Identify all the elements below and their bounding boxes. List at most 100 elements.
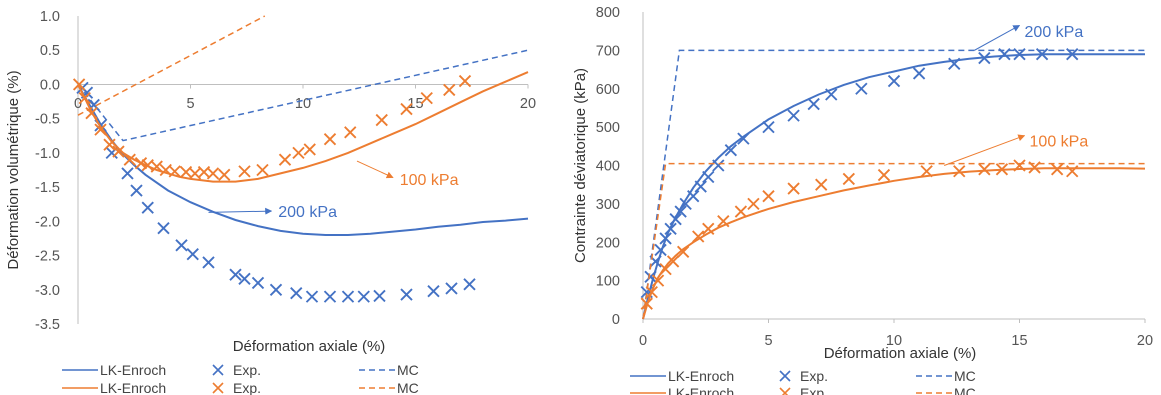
legend-item: MC — [916, 385, 976, 395]
annotation-arrow — [944, 136, 1024, 166]
data-point-orange — [1052, 164, 1063, 175]
legend-item: MC — [359, 362, 419, 378]
data-point-blue — [131, 185, 142, 196]
data-point-blue — [808, 99, 819, 110]
y-tick-label: -2.5 — [35, 249, 60, 265]
model-line-orange — [78, 72, 528, 182]
data-point-orange — [325, 134, 336, 145]
x-axis-title: Déformation axiale (%) — [824, 345, 977, 362]
data-point-blue — [889, 76, 900, 87]
annotation-arrow — [357, 161, 393, 177]
data-point-orange — [816, 179, 827, 190]
y-tick-label: 1.0 — [40, 9, 60, 25]
data-point-blue — [446, 283, 457, 294]
data-point-blue — [176, 240, 187, 251]
legend-label: Exp. — [800, 368, 828, 384]
y-tick-label: 0.5 — [40, 43, 60, 59]
data-point-blue — [203, 257, 214, 268]
data-point-blue — [158, 223, 169, 234]
legend-label: MC — [397, 380, 419, 395]
x-tick-label: 0 — [639, 333, 647, 349]
legend-label: LK-Enroch — [100, 362, 166, 378]
legend-label: LK-Enroch — [668, 385, 734, 395]
data-point-orange — [257, 165, 268, 176]
y-tick-label: 800 — [596, 5, 620, 21]
data-point-orange — [979, 164, 990, 175]
data-point-blue — [187, 249, 198, 260]
data-point-orange — [788, 183, 799, 194]
data-point-blue — [713, 160, 724, 171]
data-point-orange — [293, 147, 304, 158]
annotation-label: 200 kPa — [278, 204, 337, 221]
data-point-orange — [444, 84, 455, 95]
legend-label: MC — [954, 385, 976, 395]
y-tick-label: 500 — [596, 120, 620, 136]
data-point-blue — [142, 202, 153, 213]
legend-swatch-marker — [780, 371, 790, 381]
data-point-blue — [695, 181, 706, 192]
x-axis-title: Déformation axiale (%) — [233, 338, 386, 355]
annotation-arrow — [974, 25, 1019, 50]
legend-label: Exp. — [233, 362, 261, 378]
legend-item: LK-Enroch — [630, 368, 734, 384]
data-point-orange — [239, 166, 250, 177]
data-point-blue — [253, 277, 264, 288]
legend-swatch-marker — [213, 365, 223, 375]
data-point-blue — [428, 286, 439, 297]
data-point-blue — [763, 122, 774, 133]
y-tick-label: 100 — [596, 274, 620, 290]
data-point-orange — [376, 115, 387, 126]
legend-label: LK-Enroch — [668, 368, 734, 384]
annotation-arrow — [209, 211, 272, 212]
data-point-orange — [735, 206, 746, 217]
legend-item: Exp. — [213, 380, 261, 395]
x-tick-label: 5 — [764, 333, 772, 349]
y-tick-label: 300 — [596, 197, 620, 213]
legend-item: Exp. — [213, 362, 261, 378]
data-point-blue — [374, 290, 385, 301]
data-point-blue — [307, 291, 318, 302]
legend-label: Exp. — [800, 385, 828, 395]
data-point-orange — [345, 127, 356, 138]
data-point-orange — [878, 170, 889, 181]
data-point-blue — [343, 291, 354, 302]
y-tick-label: 400 — [596, 159, 620, 175]
data-point-orange — [304, 144, 315, 155]
data-point-blue — [358, 291, 369, 302]
data-point-blue — [788, 110, 799, 121]
annotation-label: 100 kPa — [400, 172, 459, 189]
y-tick-label: -1.5 — [35, 180, 60, 196]
y-tick-label: 200 — [596, 235, 620, 251]
legend-item: Exp. — [780, 368, 828, 384]
data-point-blue — [464, 279, 475, 290]
y-tick-label: -3.0 — [35, 283, 60, 299]
data-point-blue — [914, 68, 925, 79]
volumetric-strain-chart: 1.0 0.5 0.0 -0.5 -1.0 -1.5 -2.0 -2.5 -3.0 -3.5 0 5 1… — [0, 0, 560, 395]
y-tick-label: -3.5 — [35, 317, 60, 333]
data-point-orange — [763, 191, 774, 202]
data-point-blue — [325, 291, 336, 302]
data-point-orange — [219, 169, 230, 180]
legend-label: Exp. — [233, 380, 261, 395]
legend-item: LK-Enroch — [630, 385, 734, 395]
legend-item: Exp. — [780, 385, 828, 395]
mc-line-orange — [78, 16, 265, 115]
legend-item: LK-Enroch — [62, 362, 166, 378]
deviatoric-stress-chart: 0 100 200 300 400 500 600 700 800 0 5 10 15 20 Contrai… — [570, 0, 1161, 395]
legend-swatch-marker — [780, 388, 790, 395]
y-tick-label: 600 — [596, 82, 620, 98]
model-line-orange — [643, 168, 1145, 319]
x-tick-label: 5 — [186, 96, 194, 112]
x-tick-label: 15 — [407, 96, 423, 112]
legend-swatch-marker — [213, 383, 223, 393]
data-point-blue — [703, 172, 714, 183]
mc-line-orange — [643, 164, 1145, 319]
legend-label: MC — [954, 368, 976, 384]
data-point-orange — [280, 154, 291, 165]
annotation-label: 100 kPa — [1030, 134, 1089, 151]
y-tick-label: -2.0 — [35, 214, 60, 230]
legend-label: LK-Enroch — [100, 380, 166, 395]
data-point-orange — [748, 198, 759, 209]
data-point-blue — [856, 83, 867, 94]
y-tick-label: -0.5 — [35, 112, 60, 128]
